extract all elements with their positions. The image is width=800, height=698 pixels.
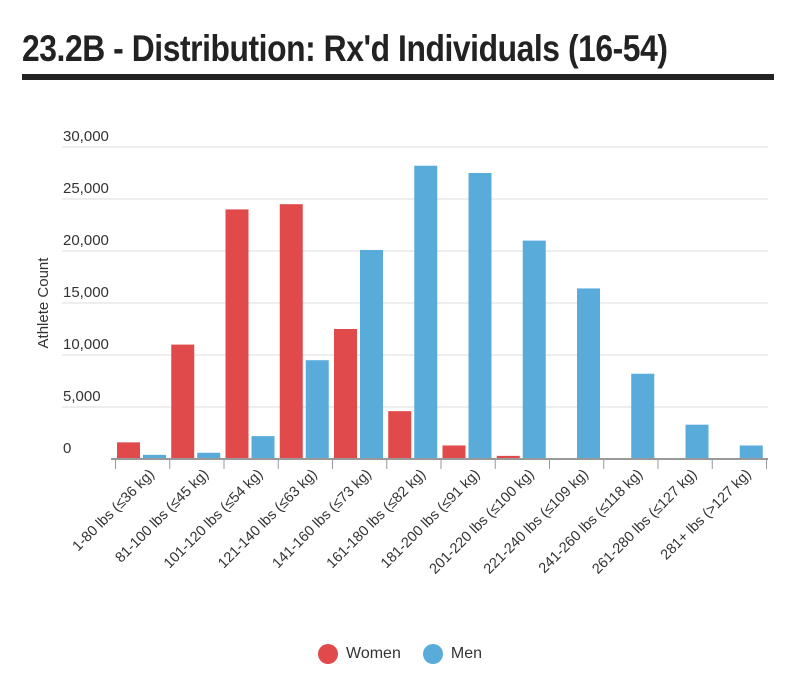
bar-men[interactable]: [143, 454, 166, 459]
y-axis-label: Athlete Count: [35, 257, 52, 349]
bar-women[interactable]: [442, 445, 466, 459]
y-tick-label: 0: [63, 440, 71, 457]
x-tick-label: 201-220 lbs (≤100 kg): [427, 467, 538, 578]
bar-men[interactable]: [631, 373, 655, 459]
bar-women[interactable]: [279, 204, 303, 459]
legend: Women Men: [0, 644, 800, 664]
x-tick-label: 241-260 lbs (≤118 kg): [536, 467, 646, 577]
x-tick-label: 281+ lbs (>127 kg): [658, 467, 755, 564]
y-axis-ticks: 0 5,000 10,000 15,000 20,000 25,000 30,000: [63, 128, 109, 457]
legend-label-women: Women: [346, 645, 401, 662]
legend-swatch-men: [422, 644, 443, 664]
x-tick-label: 181-200 lbs (≤91 kg): [378, 467, 483, 572]
bar-men[interactable]: [522, 240, 546, 459]
bar-men[interactable]: [305, 360, 329, 459]
bar-men[interactable]: [468, 173, 492, 459]
bar-men[interactable]: [577, 288, 600, 459]
bar-women[interactable]: [388, 411, 412, 459]
x-tick-label: 101-120 lbs (≤54 kg): [161, 467, 266, 572]
bar-men[interactable]: [360, 249, 383, 459]
x-tick-label: 261-280 lbs (≤127 kg): [589, 467, 700, 578]
bars: [117, 165, 763, 459]
bar-men[interactable]: [251, 436, 275, 459]
y-tick-label: 15,000: [63, 284, 109, 301]
x-tick-label: 121-140 lbs (≤63 kg): [215, 467, 320, 572]
distribution-bar-chart: 0 5,000 10,000 15,000 20,000 25,000 30,000 Ath…: [35, 128, 768, 578]
x-tick-label: 161-180 lbs (≤82 kg): [324, 467, 429, 572]
bar-men[interactable]: [739, 445, 763, 459]
y-tick-label: 5,000: [63, 388, 101, 405]
legend-swatch-women: [318, 644, 339, 664]
legend-item-women[interactable]: Women: [318, 644, 401, 664]
legend-label-men: Men: [450, 645, 482, 662]
legend-item-men[interactable]: Men: [422, 644, 482, 664]
bar-men[interactable]: [414, 165, 438, 459]
bar-women[interactable]: [334, 329, 357, 459]
y-tick-label: 30,000: [63, 128, 109, 145]
bar-women[interactable]: [117, 442, 140, 459]
bar-women[interactable]: [496, 455, 520, 459]
y-tick-label: 10,000: [63, 336, 109, 353]
bar-women[interactable]: [171, 344, 195, 459]
x-tick-label: 221-240 lbs (≤109 kg): [481, 467, 592, 578]
x-tick-label: 81-100 lbs (≤45 kg): [112, 467, 212, 567]
x-axis-ticks: 1-80 lbs (≤36 kg)81-100 lbs (≤45 kg)101-…: [70, 459, 767, 578]
x-tick-label: 141-160 lbs (≤73 kg): [270, 467, 375, 572]
y-tick-label: 25,000: [63, 180, 109, 197]
y-tick-label: 20,000: [63, 232, 109, 249]
bar-women[interactable]: [225, 209, 249, 459]
bar-men[interactable]: [685, 424, 709, 459]
bar-men[interactable]: [197, 452, 221, 459]
page-title: 23.2B - Distribution: Rx'd Individuals (…: [22, 28, 668, 69]
title-underline: [22, 74, 774, 80]
